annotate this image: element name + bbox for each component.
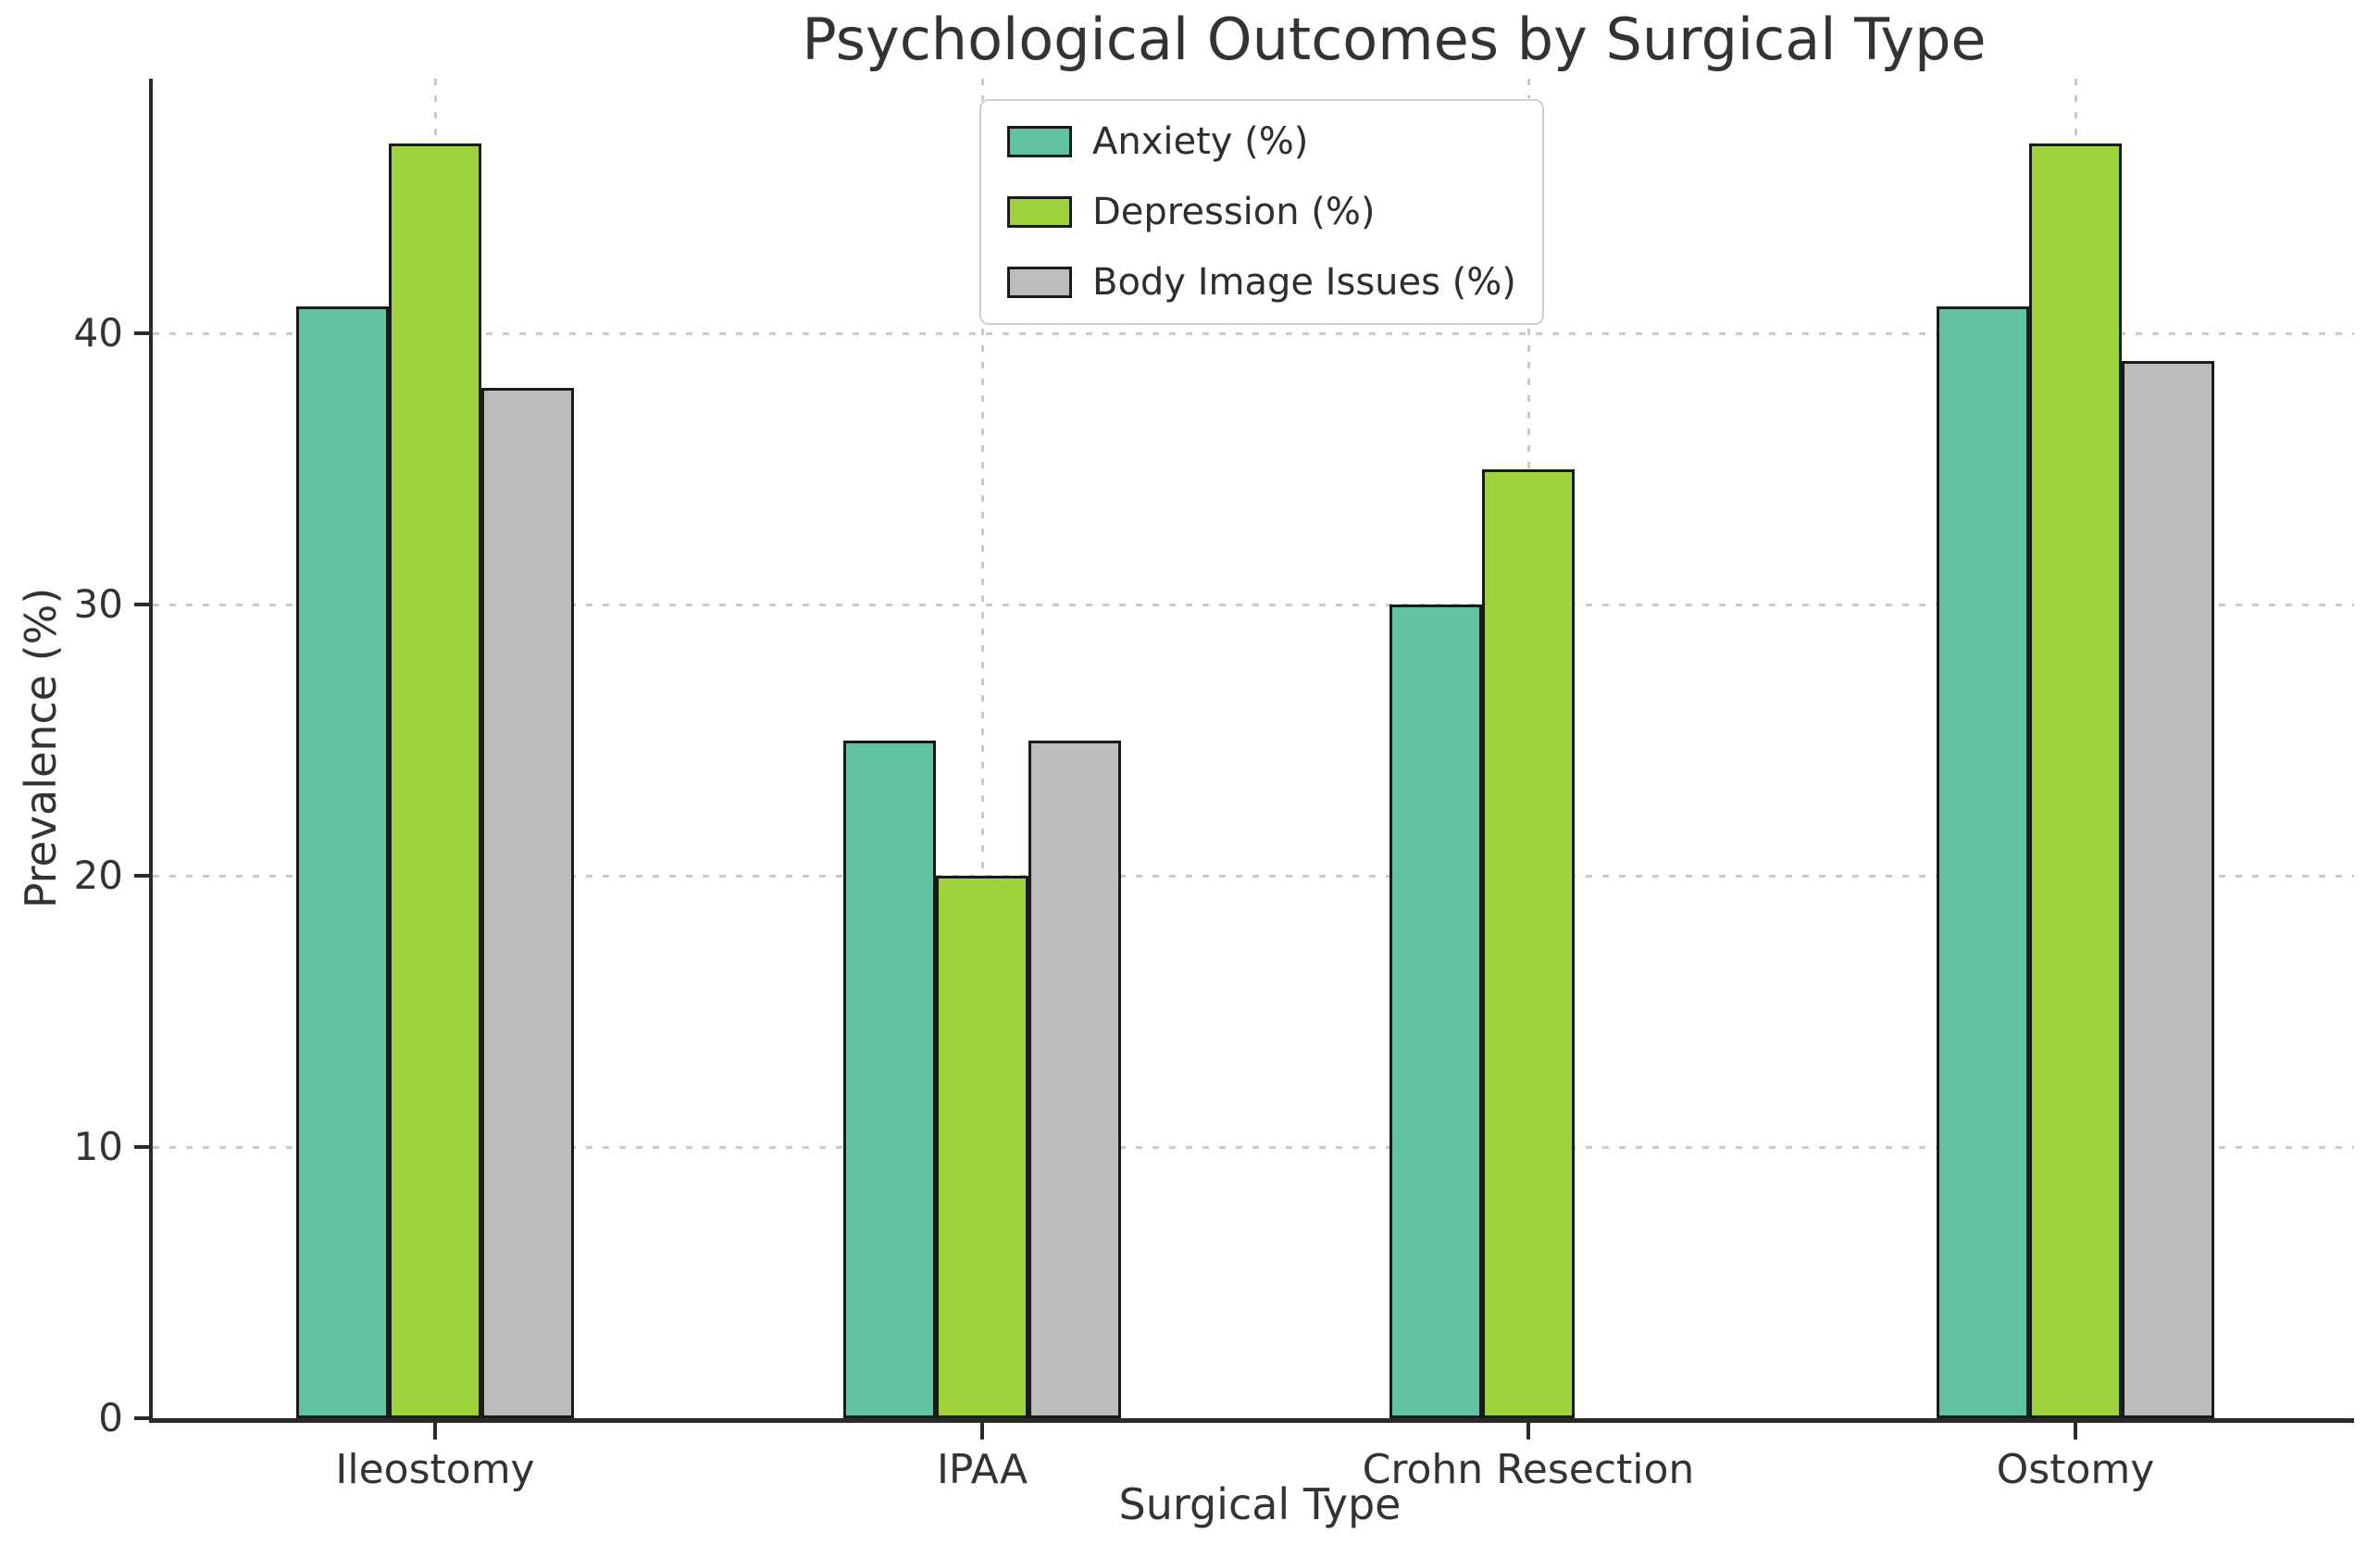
x-tick-crohn-resection [1526, 1423, 1530, 1440]
gridline-y-20 [153, 874, 2354, 878]
x-tick-ileostomy [433, 1423, 437, 1440]
y-tick-label-0: 0 [98, 1395, 123, 1440]
x-tick-ostomy [2074, 1423, 2077, 1440]
legend-label-anxiety: Anxiety (%) [1092, 120, 1309, 163]
bar-anxiety-ostomy [1937, 306, 2029, 1418]
y-tick-label-10: 10 [73, 1124, 123, 1170]
legend-item-anxiety: Anxiety (%) [1007, 119, 1516, 164]
x-axis-spine [149, 1418, 2354, 1423]
plot-area [153, 79, 2354, 1418]
x-tick-label-ostomy: Ostomy [1996, 1446, 2155, 1493]
gridline-x-ipaa [980, 79, 984, 1418]
y-tick-40 [134, 331, 151, 336]
bar-body-image-issues-ipaa [1028, 740, 1121, 1418]
bar-anxiety-ileostomy [296, 306, 389, 1418]
y-tick-0 [134, 1416, 151, 1420]
bar-depression-ostomy [2029, 143, 2122, 1418]
bar-depression-ipaa [936, 876, 1028, 1418]
y-tick-10 [134, 1145, 151, 1150]
x-tick-label-ileostomy: Ileostomy [335, 1446, 535, 1493]
x-tick-label-ipaa: IPAA [936, 1446, 1028, 1493]
bar-depression-ileostomy [389, 143, 481, 1418]
gridline-y-40 [153, 331, 2354, 335]
bar-layer [153, 79, 2354, 1418]
legend-swatch-body-image-issues [1007, 267, 1072, 298]
bar-anxiety-crohn-resection [1389, 605, 1482, 1418]
gridline-y-10 [153, 1145, 2354, 1149]
x-tick-label-crohn-resection: Crohn Resection [1362, 1446, 1695, 1493]
bar-body-image-issues-ileostomy [481, 387, 574, 1418]
legend-label-depression: Depression (%) [1092, 191, 1376, 233]
bar-anxiety-ipaa [843, 740, 936, 1418]
y-axis-spine [149, 79, 153, 1423]
chart-title: Psychological Outcomes by Surgical Type [802, 6, 1987, 73]
y-tick-30 [134, 603, 151, 607]
legend-swatch-anxiety [1007, 126, 1072, 157]
x-tick-ipaa [980, 1423, 984, 1440]
y-tick-label-20: 20 [73, 853, 123, 899]
bar-body-image-issues-ostomy [2122, 360, 2214, 1418]
legend-label-body-image-issues: Body Image Issues (%) [1092, 261, 1516, 304]
y-axis-title: Prevalence (%) [16, 587, 66, 909]
bar-depression-crohn-resection [1482, 468, 1575, 1418]
y-tick-label-40: 40 [73, 310, 123, 356]
legend-item-depression: Depression (%) [1007, 190, 1516, 234]
x-axis-title: Surgical Type [1118, 1479, 1402, 1529]
legend: Anxiety (%) Depression (%) Body Image Is… [979, 99, 1544, 325]
legend-swatch-depression [1007, 196, 1072, 228]
legend-item-body-image-issues: Body Image Issues (%) [1007, 260, 1516, 305]
y-tick-label-30: 30 [73, 581, 123, 628]
gridline-y-30 [153, 603, 2354, 606]
y-tick-20 [134, 874, 151, 879]
